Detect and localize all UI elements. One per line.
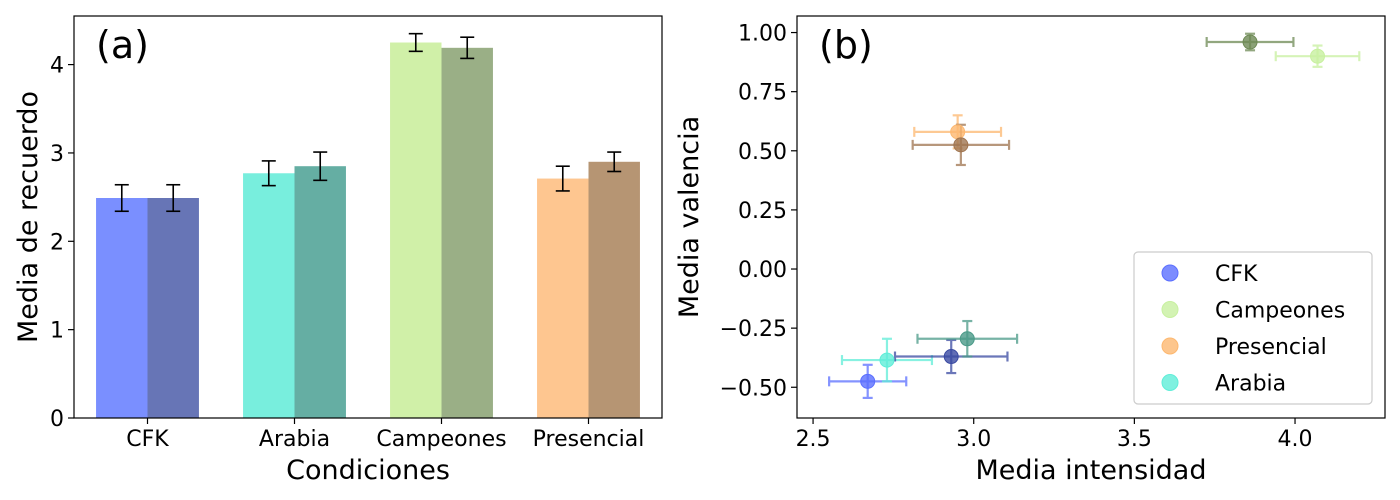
error-bar-cfk-1 <box>114 183 129 213</box>
x-tick-label: Presencial <box>533 427 645 452</box>
scatter-point-presencial <box>950 124 966 140</box>
y-tick-label: 0.00 <box>738 258 787 283</box>
scatter-point-campeones <box>1310 48 1326 64</box>
y-tick-label: 2 <box>50 230 64 255</box>
legend-marker-presencial <box>1161 337 1179 355</box>
panel-a-frame <box>73 15 663 419</box>
scatter-point-series-5 <box>943 349 959 365</box>
panel-b-scatter-chart: 2.5 3.0 3.5 4.0 −0.50 −0.25 0.00 0.25 0.50 0.75 1.… <box>674 15 1386 486</box>
error-bar-presencial-2 <box>607 151 622 173</box>
error-bar-arabia-1 <box>261 160 276 187</box>
error-bar-presencial-1 <box>555 165 570 192</box>
bar-presencial-1 <box>537 178 589 418</box>
y-tick-label: 4 <box>50 54 64 79</box>
y-tick-label: −0.50 <box>720 376 787 401</box>
bar-error-bars <box>114 32 622 213</box>
y-tick-label: 1.00 <box>738 22 787 47</box>
y-tick-label: 3 <box>50 142 64 167</box>
x-tick-label: Arabia <box>259 427 330 452</box>
x-tick-label: Campeones <box>376 427 506 452</box>
y-tick-label: −0.25 <box>720 317 787 342</box>
x-tick-label: 4.0 <box>1278 427 1313 452</box>
error-bar-cfk-2 <box>166 183 181 213</box>
legend-marker-cfk <box>1161 264 1179 282</box>
error-bar-campeones-1 <box>408 32 423 53</box>
scatter-point-cfk <box>860 373 876 389</box>
x-tick-label: 2.5 <box>796 427 831 452</box>
legend-marker-campeones <box>1161 301 1179 318</box>
scatter-legend: CFK Campeones Presencial Arabia <box>1133 251 1373 405</box>
bar-presencial-2 <box>588 161 640 418</box>
y-tick-label: 0.75 <box>738 81 787 106</box>
legend-marker-arabia <box>1161 374 1179 391</box>
legend-box <box>1133 251 1373 405</box>
legend-label-campeones: Campeones <box>1215 299 1345 324</box>
panel-a-tag: (a) <box>96 23 149 67</box>
bar-campeones-2 <box>441 47 493 419</box>
legend-label-arabia: Arabia <box>1215 372 1286 397</box>
panel-b-tag: (b) <box>819 23 873 67</box>
error-bar-arabia-2 <box>313 151 328 182</box>
legend-label-presencial: Presencial <box>1215 335 1327 360</box>
bar-y-axis-title: Media de recuerdo <box>13 91 44 343</box>
scatter-points <box>860 34 1326 389</box>
bar-x-axis-title: Condiciones <box>286 455 450 486</box>
bar-arabia-2 <box>294 166 346 418</box>
y-tick-label: 0.50 <box>738 140 787 165</box>
y-tick-label: 0 <box>50 407 64 432</box>
y-tick-label: 1 <box>50 319 64 344</box>
legend-label-cfk: CFK <box>1215 262 1258 287</box>
x-tick-label: CFK <box>126 427 169 452</box>
scatter-point-series-6 <box>959 331 975 347</box>
bar-campeones-1 <box>390 42 442 418</box>
x-tick-label: 3.5 <box>1117 427 1152 452</box>
bar-cfk-2 <box>147 198 199 418</box>
scatter-axis-ticks: 2.5 3.0 3.5 4.0 −0.50 −0.25 0.00 0.25 0.50 0.75 1.… <box>720 22 1313 452</box>
bar-cfk-1 <box>96 198 148 418</box>
x-tick-label: 3.0 <box>956 427 991 452</box>
y-tick-label: 0.25 <box>738 199 787 224</box>
scatter-point-series-7 <box>953 137 969 153</box>
scatter-x-axis-title: Media intensidad <box>976 455 1207 486</box>
panel-a-bar-chart: CFK Arabia Campeones Presencial 0 1 2 3 4 (a) Co… <box>13 15 663 486</box>
bar-arabia-1 <box>243 173 295 418</box>
scatter-point-arabia <box>879 352 895 368</box>
error-bar-campeones-2 <box>460 36 475 60</box>
bar-marks <box>96 42 640 419</box>
bar-axis-ticks: CFK Arabia Campeones Presencial 0 1 2 3 4 <box>50 54 644 452</box>
panel-b-frame <box>796 15 1386 419</box>
scatter-y-axis-title: Media valencia <box>674 116 705 318</box>
scatter-point-series-8 <box>1242 34 1258 50</box>
